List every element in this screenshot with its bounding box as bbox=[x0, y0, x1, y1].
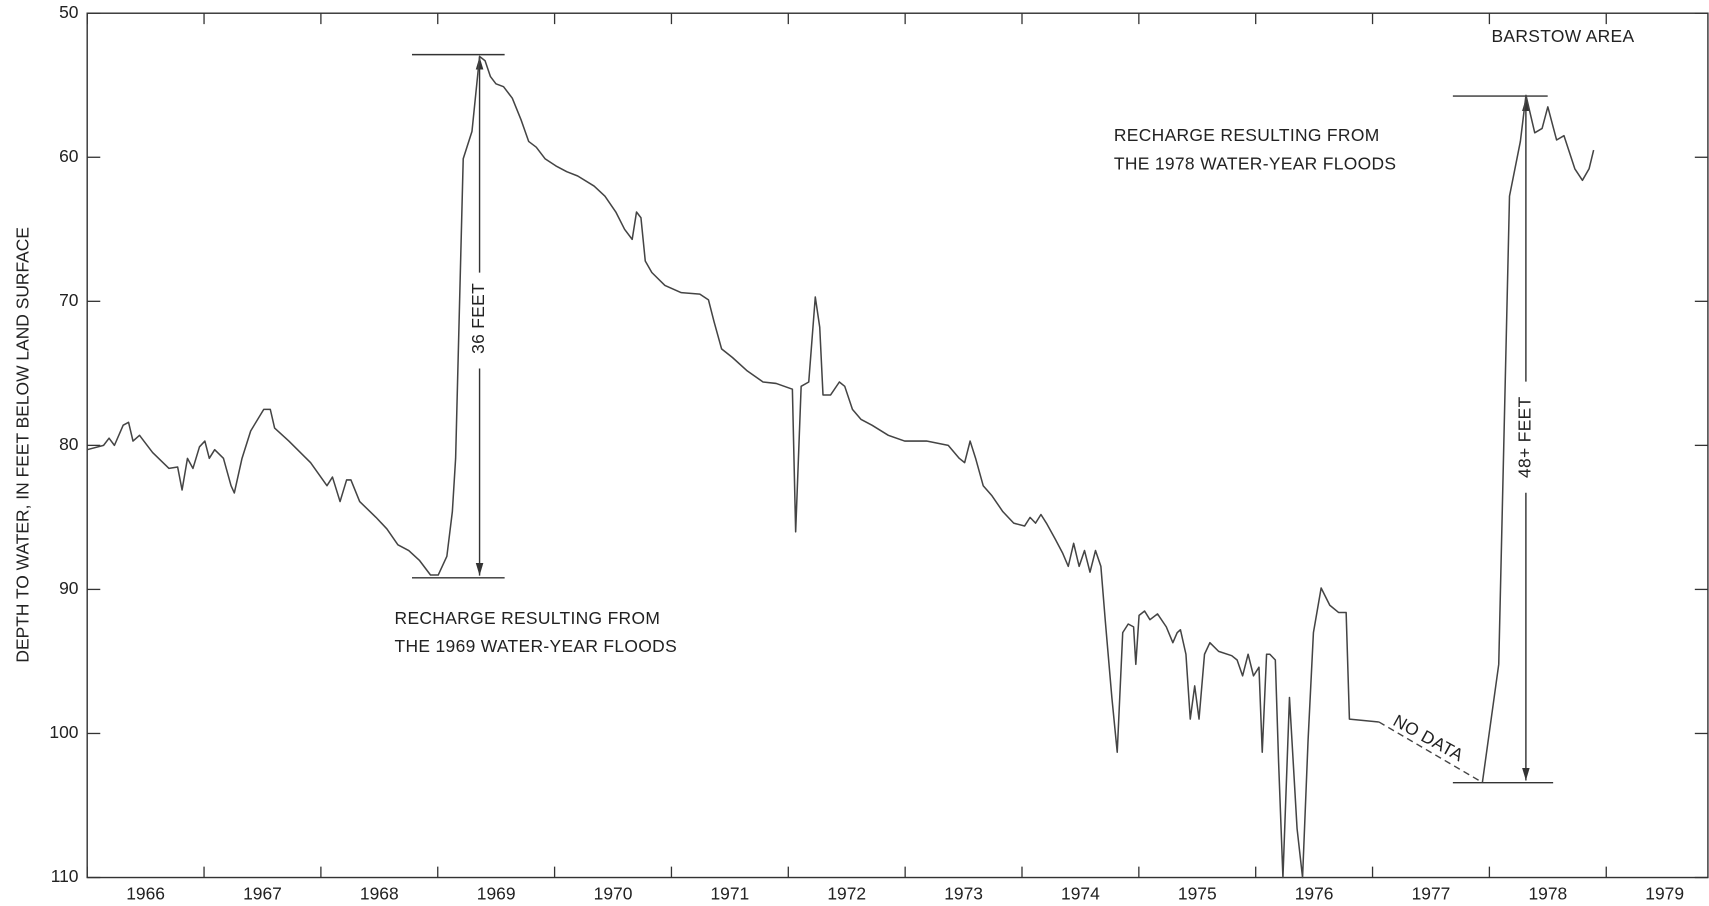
x-tick-label: 1978 bbox=[1528, 884, 1567, 904]
no-data-dash bbox=[1378, 721, 1483, 784]
x-tick-label: 1972 bbox=[827, 884, 866, 904]
rise-label: 48+ FEET bbox=[1515, 396, 1535, 478]
x-tick-label: 1968 bbox=[360, 884, 399, 904]
data-line bbox=[1481, 94, 1595, 783]
y-tick-label: 80 bbox=[59, 434, 79, 454]
y-axis-label: DEPTH TO WATER, IN FEET BELOW LAND SURFA… bbox=[13, 227, 33, 663]
annotation: RECHARGE RESULTING FROM bbox=[395, 608, 661, 628]
annotation: THE 1978 WATER-YEAR FLOODS bbox=[1114, 153, 1396, 173]
x-tick-label: 1975 bbox=[1178, 884, 1217, 904]
y-tick-label: 110 bbox=[51, 866, 79, 886]
y-tick-label: 60 bbox=[59, 146, 79, 166]
annotation: THE 1969 WATER-YEAR FLOODS bbox=[395, 636, 677, 656]
data-line bbox=[86, 55, 1379, 879]
x-tick-label: 1973 bbox=[944, 884, 983, 904]
x-tick-label: 1976 bbox=[1295, 884, 1334, 904]
x-tick-label: 1970 bbox=[594, 884, 633, 904]
area-label: BARSTOW AREA bbox=[1491, 26, 1634, 46]
x-tick-label: 1977 bbox=[1412, 884, 1451, 904]
y-tick-label: 90 bbox=[59, 578, 79, 598]
y-tick-label: 50 bbox=[59, 2, 79, 22]
x-tick-label: 1966 bbox=[126, 884, 165, 904]
x-tick-label: 1974 bbox=[1061, 884, 1100, 904]
annotation: RECHARGE RESULTING FROM bbox=[1114, 125, 1380, 145]
x-tick-label: 1971 bbox=[710, 884, 749, 904]
rise-label: 36 FEET bbox=[468, 283, 488, 354]
y-tick-label: 70 bbox=[59, 290, 79, 310]
x-tick-label: 1969 bbox=[477, 884, 516, 904]
gap-label: NO DATA bbox=[1390, 710, 1467, 765]
x-tick-label: 1979 bbox=[1645, 884, 1684, 904]
y-tick-label: 100 bbox=[49, 722, 78, 742]
x-tick-label: 1967 bbox=[243, 884, 282, 904]
